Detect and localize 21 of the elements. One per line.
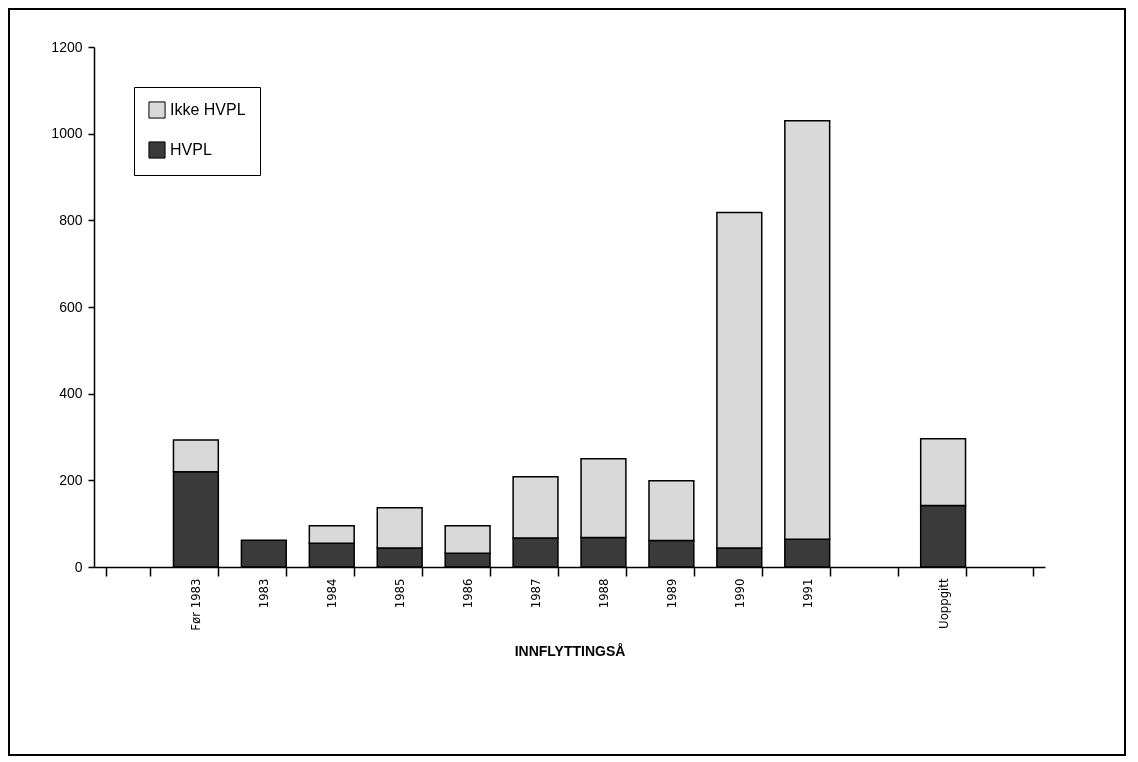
x-tick-label: 1987 (528, 578, 544, 609)
y-tick-label: 800 (59, 211, 83, 228)
x-tick-label: 1989 (663, 578, 679, 609)
x-tick-label: 1991 (799, 578, 815, 609)
x-tick-label: 1988 (595, 578, 611, 609)
y-tick-label: 200 (59, 471, 83, 488)
y-tick-label: 1200 (51, 38, 83, 55)
x-tick-label: Før 1983 (188, 578, 204, 631)
x-tick-label: 1983 (256, 578, 272, 609)
y-tick-label: 0 (74, 558, 83, 575)
legend-label: HVPL (170, 141, 212, 158)
y-tick-label: 400 (59, 385, 83, 402)
x-tick-label: 1990 (731, 578, 747, 609)
y-tick-label: 1000 (51, 125, 83, 142)
x-tick-label: 1985 (392, 578, 408, 609)
y-tick-label: 600 (59, 298, 83, 315)
legend-label: Ikke HVPL (170, 101, 246, 118)
x-tick-label: Uoppgitt (935, 578, 951, 629)
x-tick-label: 1986 (460, 578, 476, 609)
x-axis-title: INNFLYTTINGSÅ (514, 642, 626, 659)
x-tick-label: 1984 (324, 578, 340, 609)
